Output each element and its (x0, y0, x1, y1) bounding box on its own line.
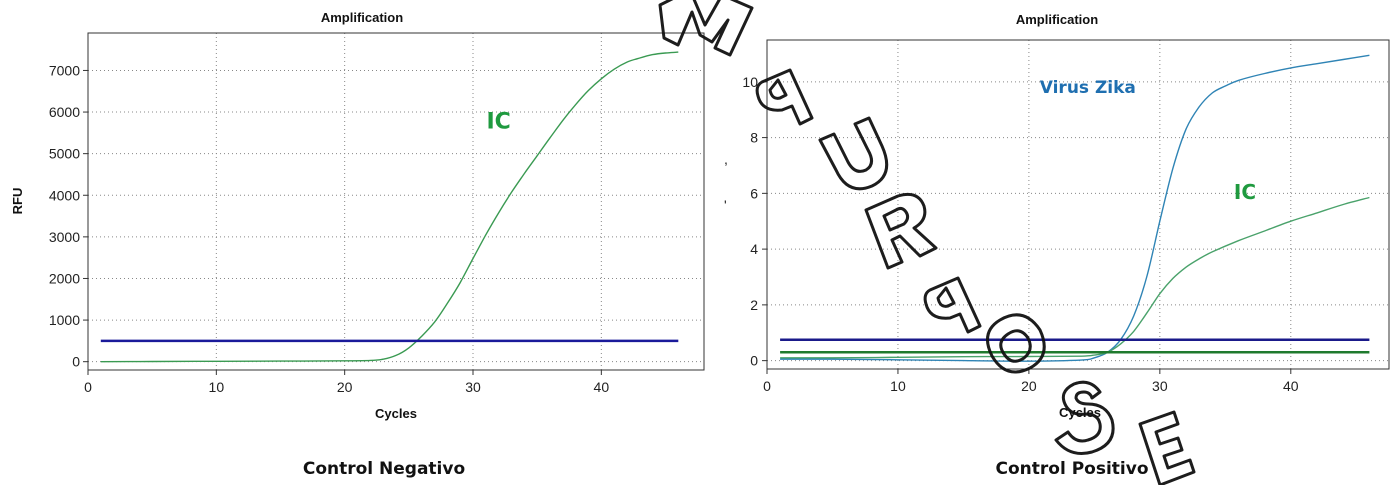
annotation-label: IC (1234, 180, 1256, 204)
x-tick-label: 10 (209, 379, 225, 395)
x-tick-label: 0 (763, 378, 771, 394)
y-tick-label: 4000 (49, 187, 80, 203)
x-axis-label: Cycles (375, 406, 417, 421)
series-line-ic (100, 51, 679, 363)
annotations: IC (486, 110, 510, 135)
x-tick-label: 40 (1283, 378, 1299, 394)
y-tick-label: 6000 (49, 104, 80, 120)
annotation-label: IC (486, 110, 510, 135)
watermark-letter (755, 68, 814, 126)
y-tick-label: 0 (750, 353, 758, 369)
y-tick-label: 7000 (49, 62, 80, 78)
x-tick-label: 30 (1152, 378, 1168, 394)
edge-mark: , (724, 151, 728, 167)
x-tick-label: 30 (465, 379, 481, 395)
x-tick-label: 0 (84, 379, 92, 395)
annotations: Virus Zika IC (1040, 78, 1256, 204)
watermark-letter (658, 0, 754, 57)
y-tick-label: 1000 (49, 312, 80, 328)
chart-title: Amplification (1016, 12, 1098, 27)
watermark-letter (864, 192, 938, 270)
watermark-letter (986, 313, 1046, 374)
y-tick-label: 10 (742, 74, 758, 90)
chart-caption: Control Positivo (996, 459, 1149, 479)
chart-caption: Control Negativo (303, 459, 465, 479)
y-tick-label: 5000 (49, 146, 80, 162)
plot-frame (87, 32, 705, 371)
plot-frame (766, 39, 1390, 370)
x-tick-label: 20 (1021, 378, 1037, 394)
annotation-label: Virus Zika (1040, 78, 1136, 98)
y-tick-label: 4 (750, 241, 758, 257)
chart-negative-control: Amplification 0 10 20 30 40 0 1000 2000 3000 4000… (10, 10, 705, 479)
watermark-letter (923, 276, 982, 334)
x-tick-label: 20 (337, 379, 353, 395)
series-line-ic (780, 196, 1370, 359)
series-layer (780, 54, 1370, 362)
y-axis-label: RFU (10, 188, 25, 215)
grid (88, 33, 704, 370)
watermark-letter (1054, 380, 1115, 455)
ticks: 0 10 20 30 40 0 2 4 6 8 10 (742, 74, 1298, 394)
watermark (658, 0, 1196, 485)
grid (767, 40, 1389, 369)
x-tick-label: 10 (890, 378, 906, 394)
y-tick-label: 6 (750, 185, 758, 201)
x-tick-label: 40 (594, 379, 610, 395)
chart-title: Amplification (321, 10, 403, 25)
watermark-letter (818, 116, 889, 191)
ticks: 0 10 20 30 40 0 1000 2000 3000 4000 5000 6000 7000 (49, 62, 609, 395)
watermark-letter (1138, 410, 1196, 485)
series-layer (100, 51, 679, 363)
y-tick-label: 2000 (49, 270, 80, 286)
y-tick-label: 2 (750, 297, 758, 313)
y-tick-label: 3000 (49, 229, 80, 245)
y-tick-label: 0 (72, 354, 80, 370)
edge-mark: ' (724, 197, 727, 213)
y-tick-label: 8 (750, 130, 758, 146)
